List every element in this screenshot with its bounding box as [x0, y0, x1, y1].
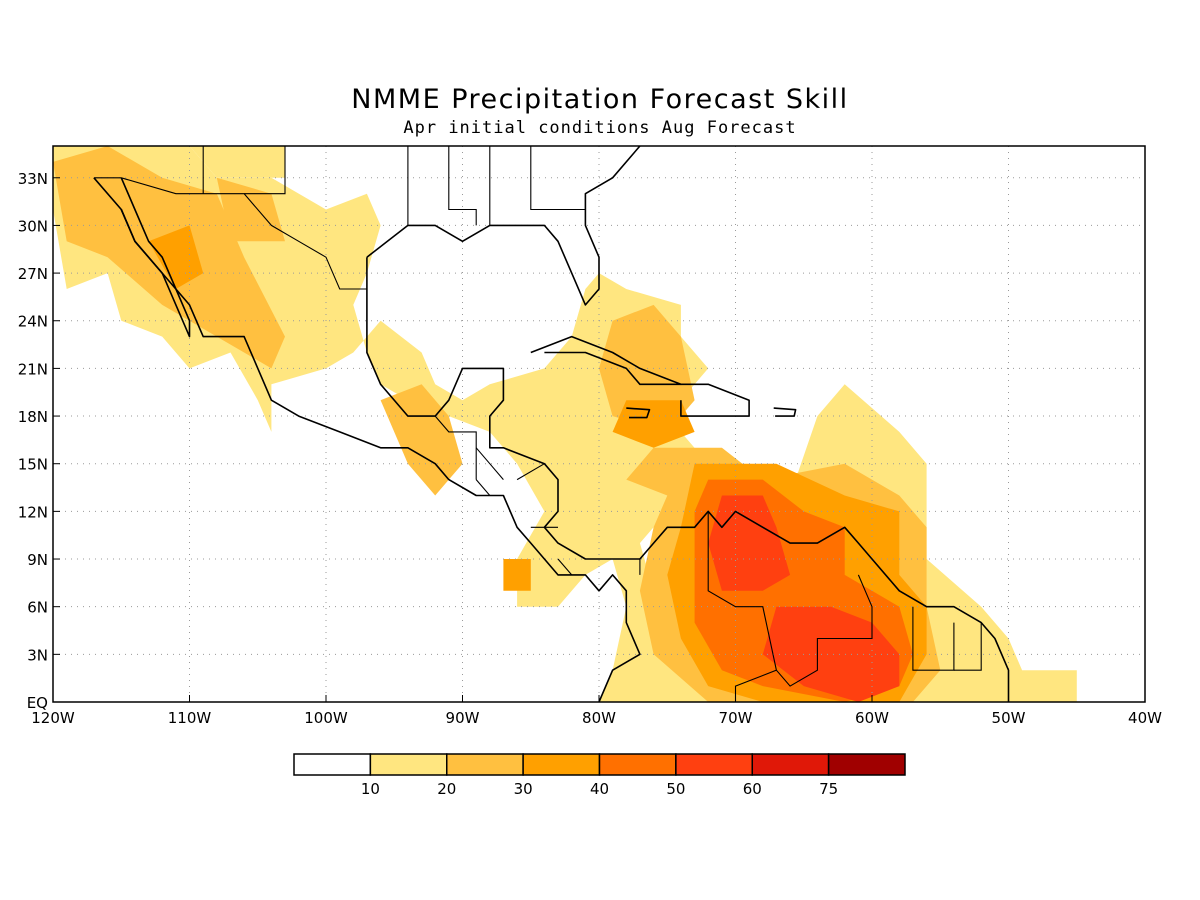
- x-tick-label: 120W: [31, 709, 75, 727]
- y-tick-label: 15N: [18, 456, 48, 474]
- skill-region-1: [189, 146, 285, 178]
- x-tick-label: 100W: [304, 709, 348, 727]
- colorbar-swatch: [293, 753, 372, 776]
- colorbar-label: 10: [361, 780, 380, 798]
- colorbar-label: 50: [666, 780, 685, 798]
- coastline: [680, 383, 750, 417]
- y-tick-label: 18N: [18, 408, 48, 426]
- x-tick-label: 40W: [1128, 709, 1162, 727]
- country-boundary: [448, 146, 477, 226]
- skill-region-5: [599, 304, 695, 432]
- coastline: [626, 407, 651, 419]
- x-tick-label: 90W: [446, 709, 480, 727]
- country-boundary: [516, 463, 545, 481]
- colorbar-swatch: [751, 753, 830, 776]
- y-tick-label: 30N: [18, 217, 48, 235]
- y-tick-label: 33N: [18, 170, 48, 188]
- y-tick-label: 6N: [27, 599, 48, 617]
- y-tick-label: 27N: [18, 265, 48, 283]
- colorbar-label: 20: [437, 780, 456, 798]
- colorbar-swatch: [827, 753, 906, 776]
- skill-region-10: [148, 225, 204, 289]
- country-boundary: [475, 447, 504, 480]
- colorbar-swatch: [446, 753, 524, 776]
- colorbar-label: 60: [743, 780, 762, 798]
- country-boundary: [953, 622, 982, 671]
- country-boundary: [244, 146, 286, 195]
- colorbar-swatch: [369, 753, 448, 776]
- chart-subtitle: Apr initial conditions Aug Forecast: [403, 118, 797, 138]
- colorbar-label: 75: [819, 780, 838, 798]
- coastline: [366, 257, 1010, 702]
- country-boundary: [530, 146, 586, 211]
- y-tick-label: 24N: [18, 313, 48, 331]
- country-boundary: [912, 606, 955, 671]
- y-tick-label: 9N: [27, 551, 48, 569]
- coastline-layer: [93, 146, 1010, 702]
- country-boundary: [707, 511, 778, 702]
- skill-region-7: [612, 400, 695, 448]
- coastline: [773, 407, 797, 417]
- colorbar-label: 40: [590, 780, 609, 798]
- colorbar-swatch: [675, 753, 753, 776]
- y-tick-label: 12N: [18, 503, 48, 521]
- x-tick-label: 70W: [719, 709, 753, 727]
- country-boundary: [434, 415, 477, 480]
- x-tick-label: 80W: [582, 709, 616, 727]
- x-tick-label: 60W: [855, 709, 889, 727]
- coastline: [120, 177, 191, 338]
- colorbar-label: 30: [514, 780, 533, 798]
- skill-shading-layer: [53, 146, 1077, 702]
- skill-region-4: [380, 384, 463, 496]
- coastline: [93, 177, 641, 702]
- colorbar-swatch: [522, 753, 601, 776]
- y-tick-label: 3N: [27, 646, 48, 664]
- country-boundary: [775, 574, 873, 687]
- y-tick-label: 21N: [18, 360, 48, 378]
- axes: 120W 110W 100W 90W 80W 70W 60W 50W 40W EQ 3N 6N 9N 12…: [18, 170, 1162, 727]
- country-boundary: [557, 558, 573, 576]
- skill-region-13: [762, 606, 900, 702]
- colorbar-swatch: [598, 753, 677, 776]
- country-boundary: [93, 177, 367, 290]
- country-boundary: [475, 479, 504, 497]
- chart-title: NMME Precipitation Forecast Skill: [351, 84, 849, 115]
- x-tick-label: 50W: [992, 709, 1026, 727]
- colorbar: 10 20 30 40 50 60 75: [293, 753, 906, 798]
- y-tick-label: EQ: [27, 694, 48, 712]
- x-tick-label: 110W: [168, 709, 212, 727]
- skill-region-9: [503, 559, 531, 591]
